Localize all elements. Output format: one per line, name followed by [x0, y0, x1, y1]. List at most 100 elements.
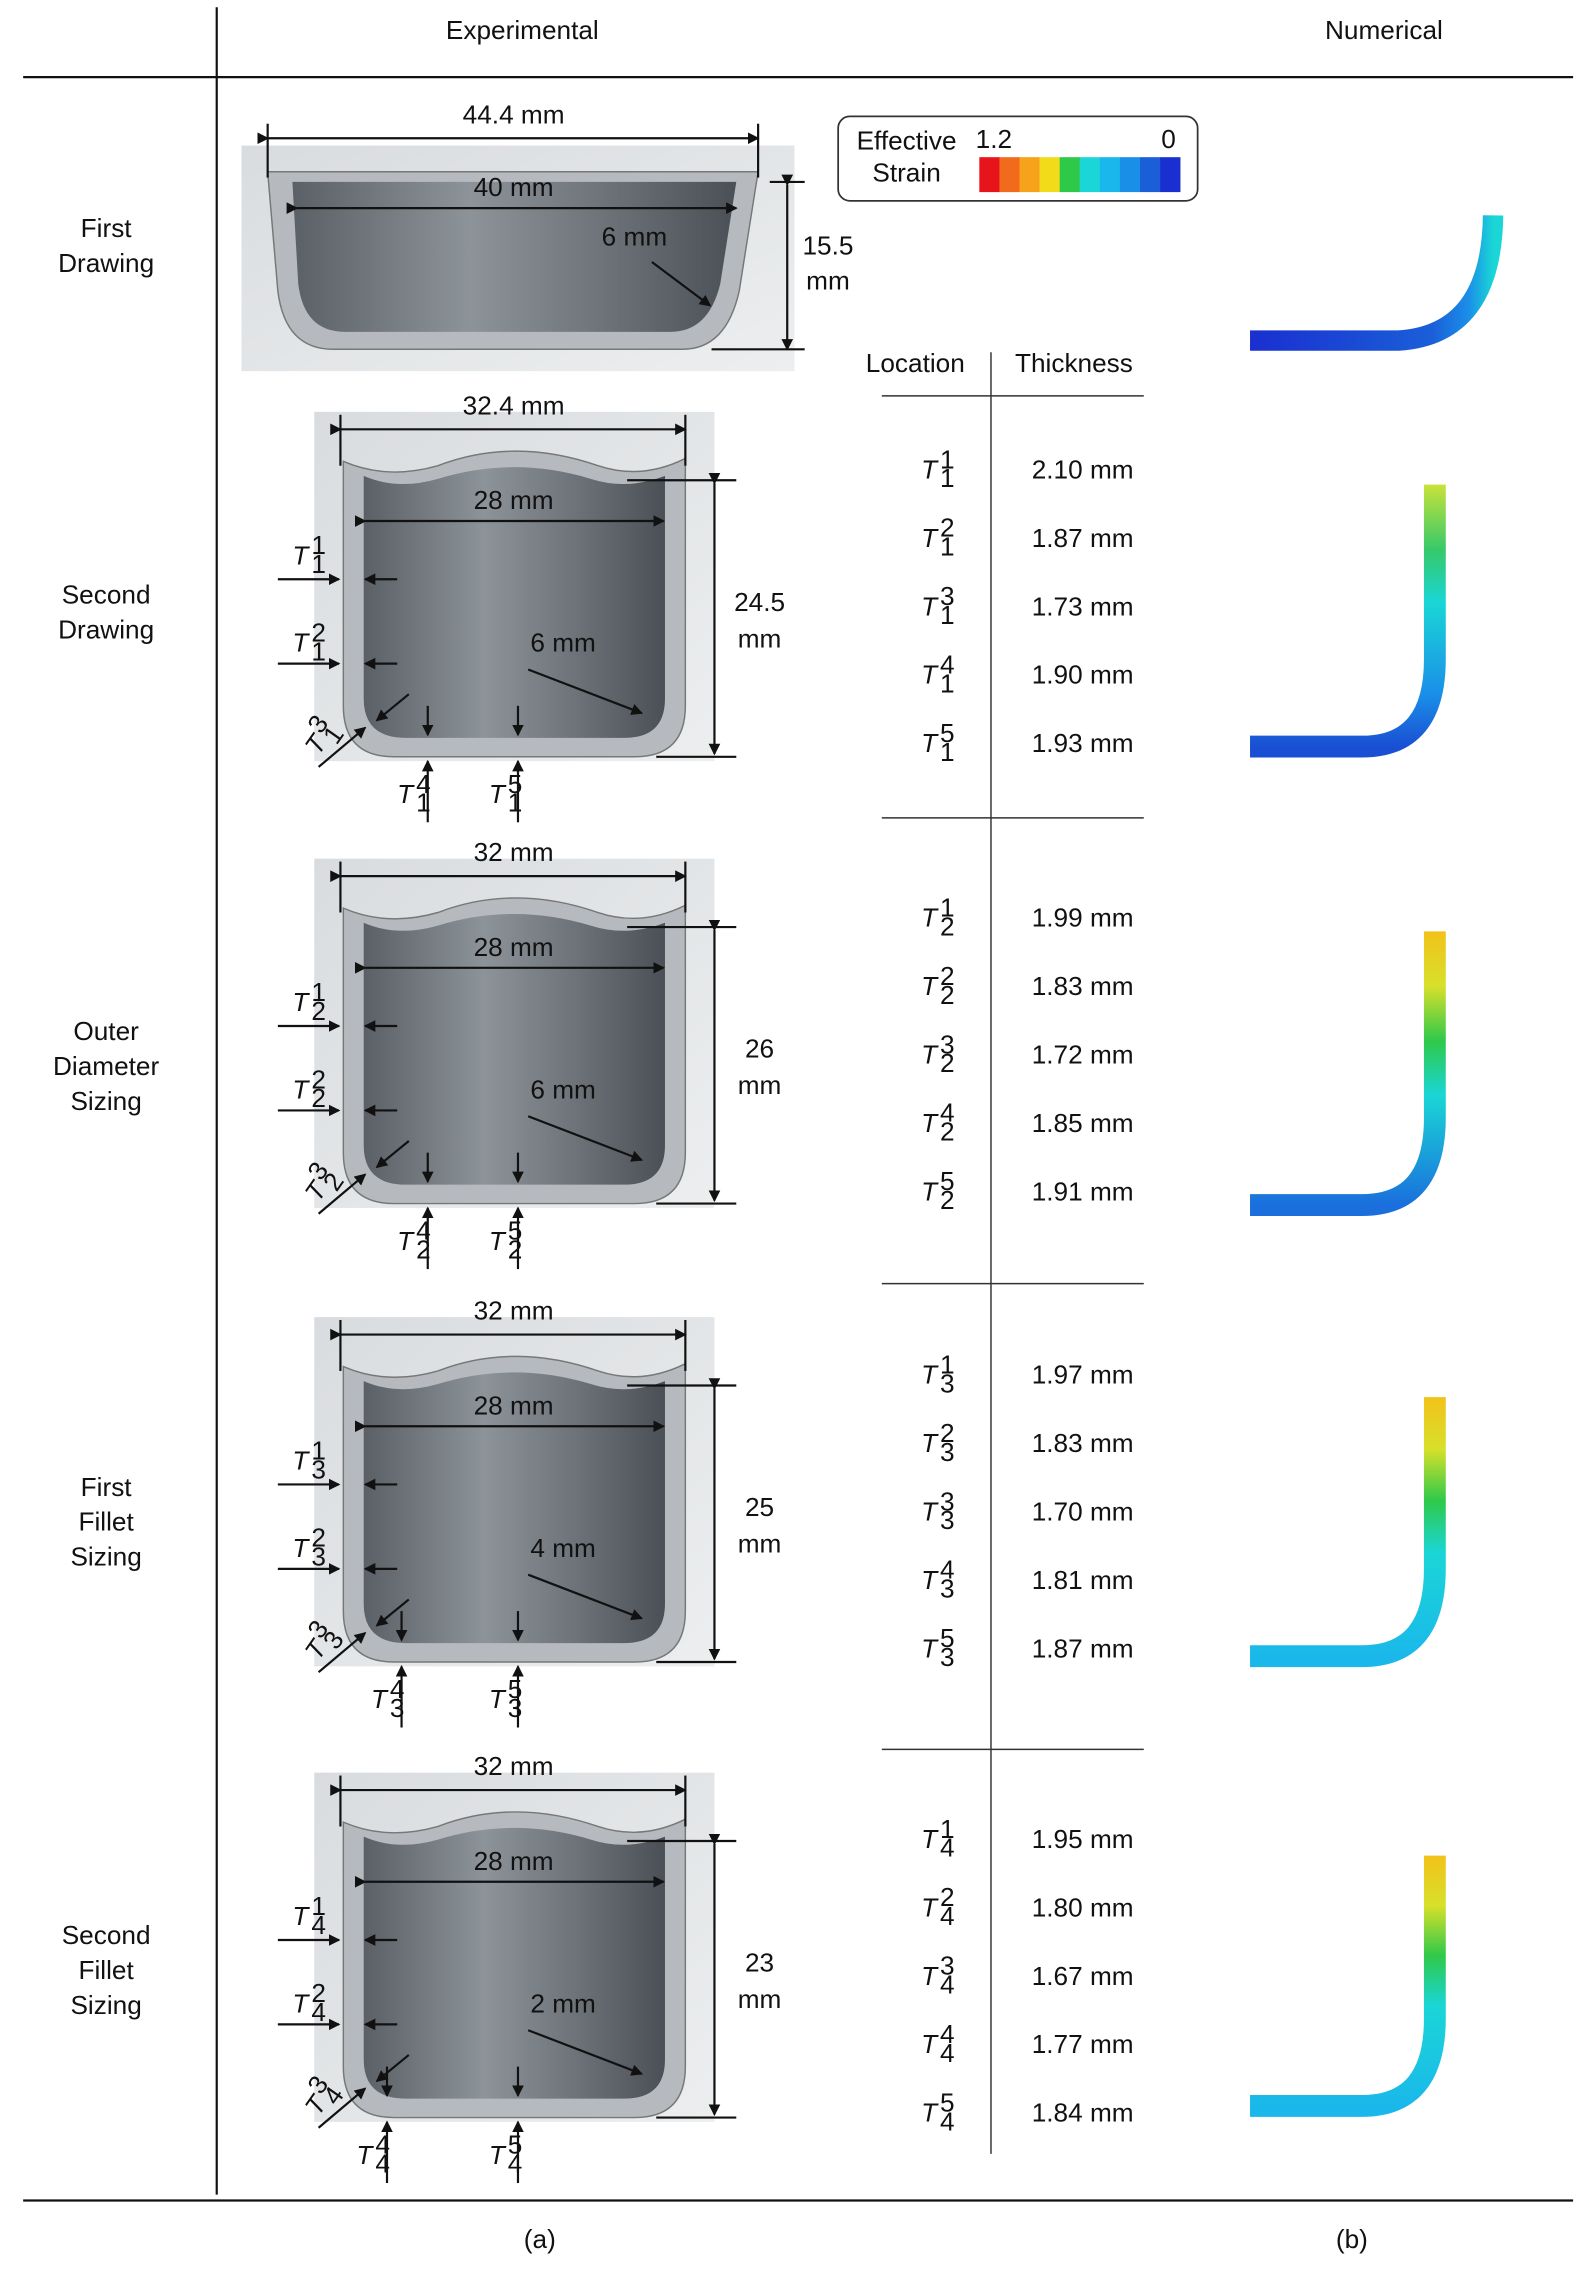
location-sup: 1	[311, 977, 326, 1007]
location-symbol: T	[397, 779, 415, 809]
dimension-arrow	[375, 1140, 410, 1169]
thickness-value: 1.97 mm	[1032, 1360, 1134, 1390]
location-label: T 13	[292, 1435, 325, 1484]
legend-title: Strain	[872, 158, 940, 188]
stage-label: Outer	[73, 1016, 139, 1046]
location-label: T 43	[371, 1674, 404, 1723]
location-symbol: T	[921, 1176, 939, 1206]
stage-label: Fillet	[78, 1955, 134, 1985]
location-label: T 44	[921, 2019, 954, 2068]
location-symbol: T	[921, 903, 939, 933]
dimension-arrow	[317, 1631, 367, 1674]
legend-max: 1.2	[976, 124, 1012, 154]
location-label: T 11	[292, 530, 325, 579]
location-symbol: T	[356, 2140, 374, 2170]
location-sub: 3	[940, 1642, 955, 1672]
legend-swatch	[1039, 157, 1060, 193]
location-sub: 3	[940, 1574, 955, 1604]
legend-swatch	[1160, 157, 1181, 193]
stage-label: Drawing	[58, 615, 154, 645]
dimension: mm	[738, 1984, 782, 2014]
location-sub: 4	[940, 1901, 955, 1931]
location-label: T 23	[292, 1523, 325, 1572]
legend-swatch	[1059, 157, 1081, 193]
location-label: T 52	[921, 1166, 954, 1215]
caption: (a)	[524, 2224, 556, 2254]
location-sub: 1	[940, 463, 955, 493]
stage-label: Second	[62, 1920, 151, 1950]
dimension: 28 mm	[474, 932, 554, 962]
legend-swatch	[1140, 157, 1161, 193]
location-sup: 1	[940, 893, 955, 923]
location-label: T 12	[292, 977, 325, 1026]
thickness-value: 1.77 mm	[1032, 2029, 1134, 2059]
stage-label: Sizing	[70, 1990, 141, 2020]
location-sub: 2	[940, 980, 955, 1010]
cup-inner	[292, 181, 737, 332]
stage-label: Second	[62, 580, 151, 610]
location-sub: 1	[940, 737, 955, 767]
thickness-value: 1.91 mm	[1032, 1176, 1134, 1206]
dimension: 32 mm	[474, 837, 554, 867]
location-symbol: T	[921, 523, 939, 553]
stage-label: Drawing	[58, 248, 154, 278]
location-symbol: T	[292, 540, 310, 570]
legend-min: 0	[1161, 124, 1176, 154]
location-sup: 5	[940, 1166, 955, 1196]
location-sub: 3	[940, 1437, 955, 1467]
location-sub: 2	[311, 996, 326, 1026]
location-symbol: T	[921, 1565, 939, 1595]
thickness-value: 1.85 mm	[1032, 1108, 1134, 1138]
location-symbol: T	[397, 1226, 415, 1256]
location-symbol: T	[489, 1684, 507, 1714]
location-symbol: T	[921, 1824, 939, 1854]
location-symbol: T	[292, 1446, 310, 1476]
location-sub: 1	[940, 600, 955, 630]
location-label: T 24	[921, 1882, 954, 1931]
dimension-arrow	[317, 1173, 367, 1215]
dimension: 25	[745, 1492, 774, 1522]
legend-swatch	[1099, 157, 1121, 193]
legend-title: Effective	[857, 126, 957, 156]
location-sup: 2	[940, 1418, 955, 1448]
location-sup: 4	[940, 649, 955, 679]
thickness-value: 1.73 mm	[1032, 591, 1134, 621]
location-sub: 3	[940, 1505, 955, 1535]
thickness-value: 1.87 mm	[1032, 1633, 1134, 1663]
thickness-value: 1.83 mm	[1032, 1428, 1134, 1458]
dimension: 2 mm	[530, 1988, 595, 2018]
thickness-value: 1.80 mm	[1032, 1892, 1134, 1922]
location-sup: 2	[311, 1523, 326, 1553]
location-sup: 2	[940, 961, 955, 991]
thickness-value: 1.93 mm	[1032, 728, 1134, 758]
location-sub: 3	[508, 1693, 523, 1723]
location-sup: 1	[940, 444, 955, 474]
location-symbol: T	[292, 628, 310, 658]
location-symbol: T	[292, 1074, 310, 1104]
dimension-arrow	[651, 261, 712, 307]
location-sub: 4	[940, 1969, 955, 1999]
location-label: T 22	[292, 1064, 325, 1113]
legend-swatch	[1119, 157, 1141, 193]
location-sup: 5	[940, 718, 955, 748]
location-label: T 43	[921, 1555, 954, 1604]
location-sub: 4	[940, 2106, 955, 2136]
location-label: T 23	[921, 1418, 954, 1467]
dimension-arrow	[527, 1115, 644, 1162]
location-symbol: T	[921, 1496, 939, 1526]
location-sup: 5	[940, 2087, 955, 2117]
dimension: 6 mm	[530, 628, 595, 658]
location-symbol: T	[921, 1040, 939, 1070]
legend-swatch	[999, 157, 1020, 193]
location-label: T 51	[921, 718, 954, 767]
location-label: T 54	[921, 2087, 954, 2136]
table-header: Thickness	[1015, 348, 1133, 378]
cup-inner	[363, 1372, 665, 1644]
location-symbol: T	[921, 1108, 939, 1138]
dimension: 6 mm	[602, 222, 667, 252]
location-sup: 3	[940, 1486, 955, 1516]
location-sub: 3	[940, 1368, 955, 1398]
